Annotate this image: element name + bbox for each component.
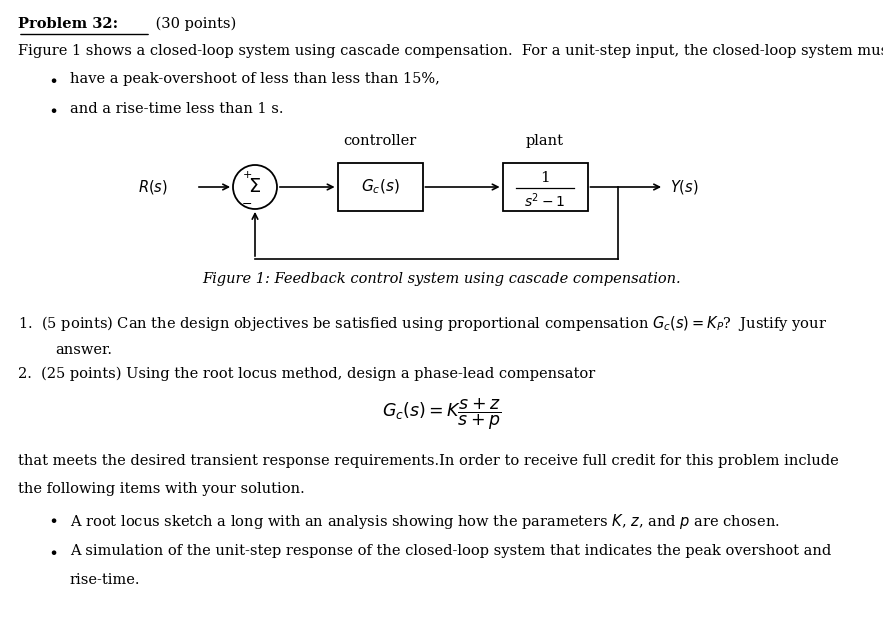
Text: −: −	[242, 198, 253, 210]
Text: A simulation of the unit-step response of the closed-loop system that indicates : A simulation of the unit-step response o…	[70, 544, 831, 558]
Text: the following items with your solution.: the following items with your solution.	[18, 483, 305, 496]
Text: controller: controller	[343, 134, 417, 148]
Text: that meets the desired transient response requirements.In order to receive full : that meets the desired transient respons…	[18, 454, 839, 468]
Text: and a rise-time less than 1 s.: and a rise-time less than 1 s.	[70, 102, 283, 116]
Bar	[337, 163, 422, 211]
Bar	[502, 163, 587, 211]
Text: $R(s)$: $R(s)$	[138, 178, 168, 196]
Text: rise-time.: rise-time.	[70, 572, 140, 587]
Text: $\bullet$: $\bullet$	[48, 102, 57, 117]
Text: answer.: answer.	[55, 343, 112, 356]
Text: $G_c(s)$: $G_c(s)$	[360, 178, 399, 196]
Text: Figure 1: Feedback control system using cascade compensation.: Figure 1: Feedback control system using …	[202, 272, 681, 286]
Text: $Y(s)$: $Y(s)$	[670, 178, 698, 196]
Text: 2.  (25 points) Using the root locus method, design a phase-lead compensator: 2. (25 points) Using the root locus meth…	[18, 367, 595, 381]
Text: $\bullet$: $\bullet$	[48, 72, 57, 87]
Text: 1: 1	[540, 171, 550, 185]
Text: Figure 1 shows a closed-loop system using cascade compensation.  For a unit-step: Figure 1 shows a closed-loop system usin…	[18, 44, 883, 58]
Text: have a peak-overshoot of less than less than 15%,: have a peak-overshoot of less than less …	[70, 72, 440, 86]
Text: plant: plant	[526, 134, 564, 148]
Text: $\Sigma$: $\Sigma$	[248, 178, 261, 196]
Text: $\bullet$: $\bullet$	[48, 512, 57, 527]
Text: (30 points): (30 points)	[151, 17, 237, 31]
Text: $G_c(s) = K\dfrac{s+z}{s+p}$: $G_c(s) = K\dfrac{s+z}{s+p}$	[381, 396, 502, 432]
Text: 1.  (5 points) Can the design objectives be satisfied using proportional compens: 1. (5 points) Can the design objectives …	[18, 314, 827, 333]
Text: $s^2-1$: $s^2-1$	[525, 192, 565, 210]
Text: $\bullet$: $\bullet$	[48, 544, 57, 559]
Text: +: +	[242, 170, 252, 180]
Text: Problem 32:: Problem 32:	[18, 17, 118, 31]
Text: A root locus sketch a long with an analysis showing how the parameters $K$, $z$,: A root locus sketch a long with an analy…	[70, 512, 780, 531]
